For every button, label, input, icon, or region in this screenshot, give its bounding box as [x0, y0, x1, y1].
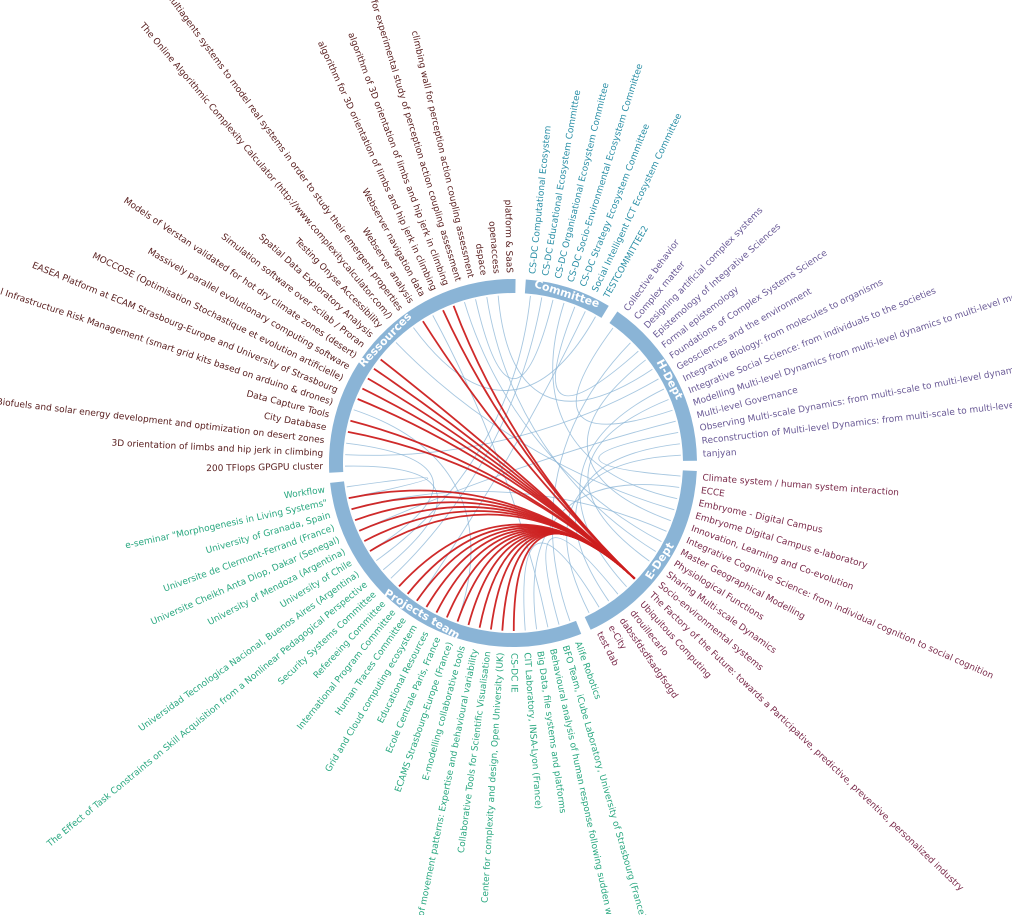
link	[413, 316, 596, 391]
leaf-label[interactable]: CS-DC IE	[508, 653, 518, 693]
highlighted-link	[380, 358, 636, 580]
leaf-label[interactable]: tanjyan	[703, 448, 737, 460]
leaf-label[interactable]: 200 TFlops GPGPU cluster	[206, 462, 323, 474]
group-arc-e-dept[interactable]	[584, 470, 697, 630]
highlighted-link	[348, 489, 636, 580]
leaf-label[interactable]: EASEA Platform at ECAM Strasbourg-Europe…	[30, 261, 339, 396]
link	[551, 342, 631, 622]
highlighted-link	[452, 305, 636, 580]
leaf-label[interactable]: Universidad Tecnologica Nacional, Buenos…	[137, 570, 361, 734]
leaf-label[interactable]: ECCE	[700, 486, 725, 499]
link	[390, 297, 543, 579]
link	[497, 295, 653, 402]
group-arc-h-dept[interactable]	[609, 311, 697, 461]
link	[486, 296, 657, 552]
leaf-label[interactable]: Climate system / human system interactio…	[702, 473, 899, 498]
leaf-label[interactable]: The Online Algorithmic Complexity Calcul…	[137, 20, 394, 321]
link	[353, 409, 472, 622]
group-arc-committee[interactable]	[524, 279, 609, 318]
link	[575, 443, 680, 602]
link	[555, 306, 639, 397]
link	[552, 302, 678, 500]
leaf-label[interactable]: Models of Verstan validated for hot dry …	[122, 196, 359, 361]
leaf-label[interactable]: platform & SaaS	[502, 200, 513, 274]
link	[566, 454, 681, 614]
link	[346, 477, 428, 499]
link	[587, 399, 669, 562]
group-arc-projects-team[interactable]	[330, 481, 582, 647]
link	[545, 537, 619, 625]
leaf-label[interactable]: dspace	[473, 243, 488, 277]
link	[598, 431, 681, 477]
link	[523, 542, 600, 631]
link	[346, 442, 435, 552]
link	[416, 311, 586, 602]
link	[575, 327, 673, 425]
group-arc-ressources[interactable]	[329, 278, 516, 473]
leaf-label[interactable]: The Factory of the Future: towards a Par…	[646, 590, 965, 894]
links-layer	[345, 295, 681, 632]
link	[464, 302, 662, 543]
link	[475, 299, 554, 380]
link	[586, 359, 671, 522]
link	[579, 388, 665, 588]
leaf-label[interactable]: openaccess	[486, 221, 501, 275]
